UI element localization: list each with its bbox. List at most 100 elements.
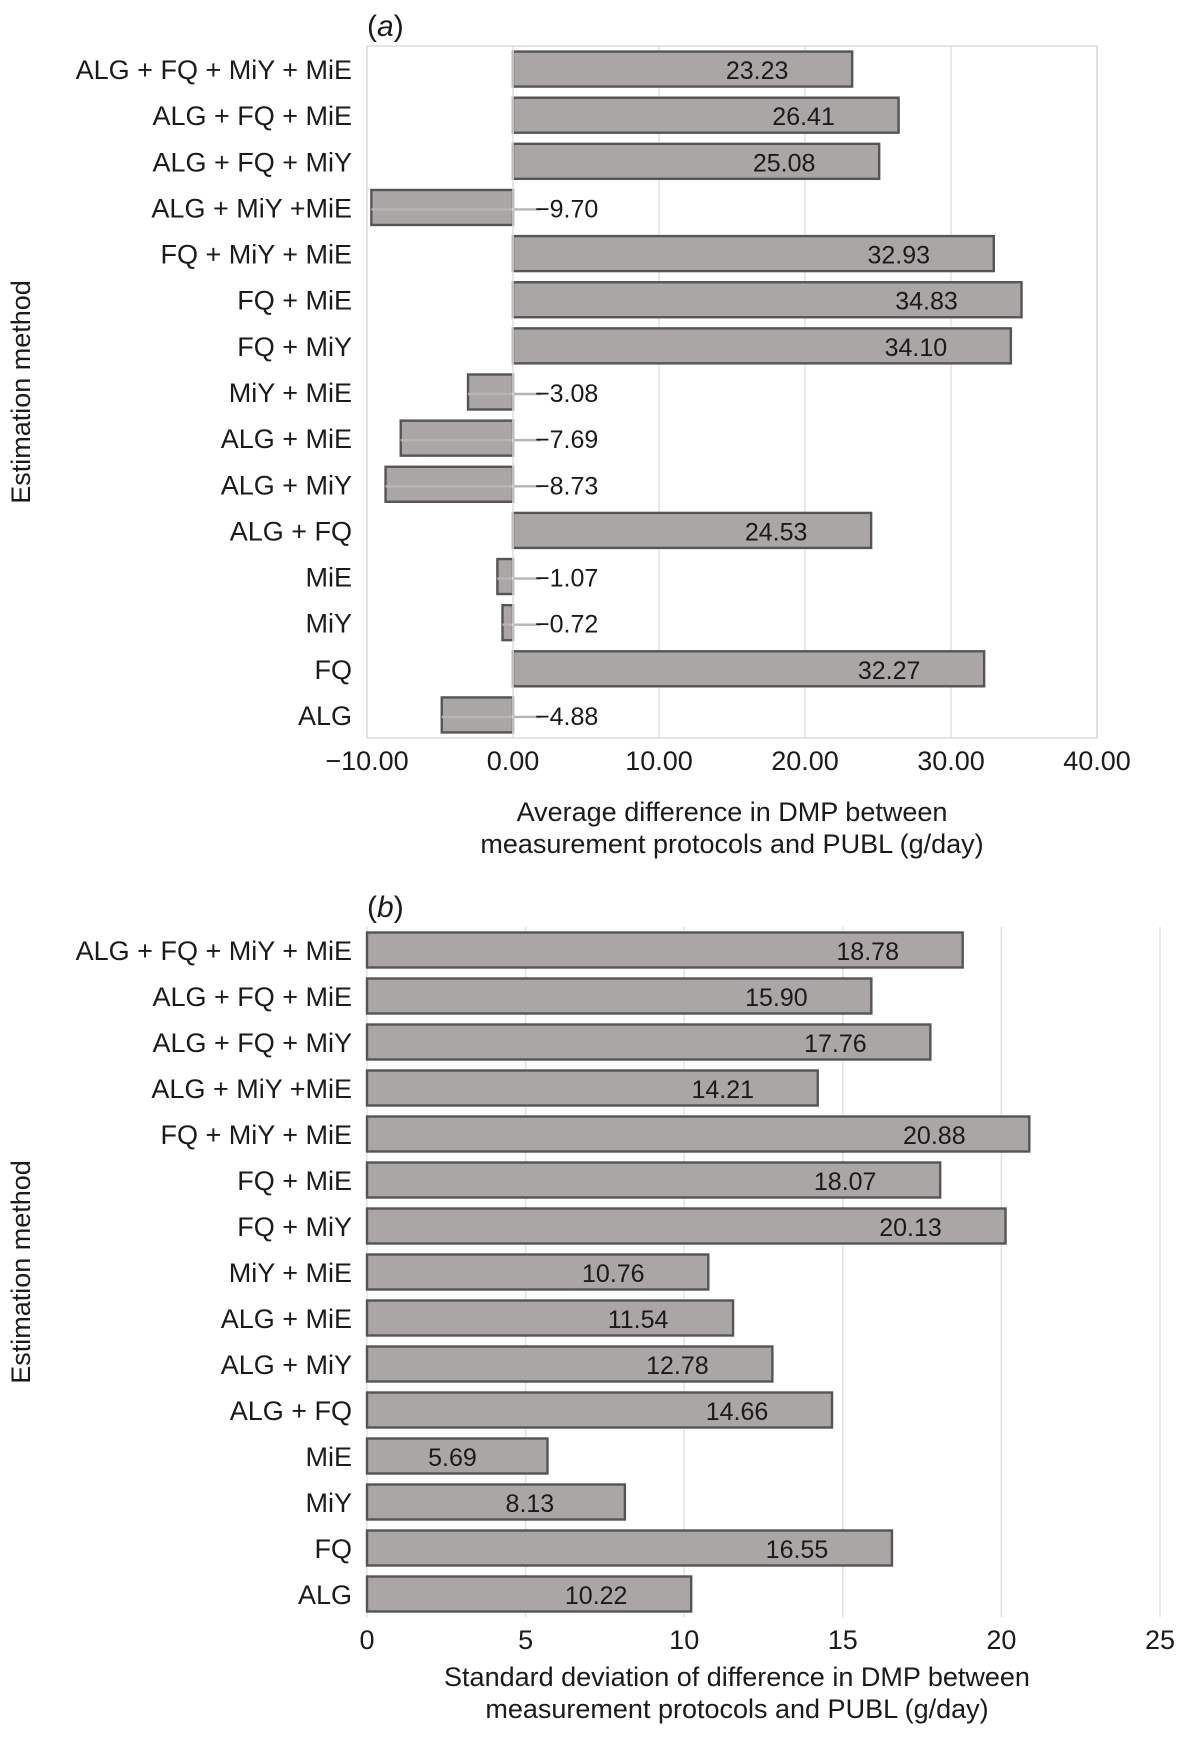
data-label: 16.55 [766,1536,829,1564]
bar [399,419,515,457]
category-label: MiE [306,563,353,593]
x-tick-label: 0 [359,1625,374,1655]
bar [466,373,515,411]
category-label: ALG + MiY [221,470,352,500]
category-label: MiY + MiE [229,1258,352,1288]
category-label: ALG + FQ + MiY [152,1028,352,1058]
category-label: FQ + MiY + MiE [160,1120,352,1150]
category-label: MiY [306,1488,353,1518]
data-label: 20.13 [879,1214,942,1242]
x-tick-label: 20 [986,1625,1016,1655]
data-label: −7.69 [535,426,598,454]
data-label: −9.70 [535,195,598,223]
x-tick-label: −10.00 [325,746,408,776]
bar [365,1253,710,1291]
x-tick-label: 40.00 [1063,746,1131,776]
category-label: FQ + MiY [237,1212,352,1242]
plot-frame [366,45,1098,739]
category-label: ALG + FQ + MiY + MiE [76,936,352,966]
category-label: ALG + MiY [221,1350,352,1380]
bar [440,696,515,734]
panel-title: (a) [367,10,404,43]
y-axis-title: Estimation method [6,280,36,504]
category-label: ALG + MiE [221,1304,352,1334]
bar [511,281,1023,319]
bar [511,96,900,134]
x-tick-label: 20.00 [771,746,839,776]
data-label: −4.88 [535,703,598,731]
bar [365,1161,942,1199]
category-label: ALG + FQ + MiE [152,982,352,1012]
bar [365,1023,932,1061]
bar [365,1483,627,1521]
bar [365,1437,549,1475]
category-label: MiY + MiE [229,378,352,408]
data-label: 34.83 [895,288,958,316]
bar [501,603,515,642]
data-label: 17.76 [804,1030,867,1058]
bar [365,1529,894,1567]
data-label: −3.08 [535,380,598,408]
data-label: −8.73 [535,472,598,500]
bar [365,931,964,969]
x-axis-title: measurement protocols and PUBL (g/day) [485,1694,988,1724]
data-label: 14.21 [691,1076,754,1104]
data-label: 8.13 [506,1490,555,1518]
y-axis-title: Estimation method [6,1160,36,1384]
category-label: ALG + FQ [230,516,352,546]
x-axis-title: Standard deviation of difference in DMP … [444,1662,1030,1692]
bar [365,1299,735,1337]
bar [511,142,881,181]
data-label: 10.22 [565,1582,628,1610]
bar [365,1575,693,1613]
x-tick-label: 10.00 [625,746,693,776]
data-label: −1.07 [535,565,598,593]
data-label: 5.69 [428,1444,477,1472]
bar [511,650,986,688]
bar [384,465,515,503]
bar [365,977,873,1015]
data-label: 32.27 [858,657,921,685]
x-tick-label: 0.00 [487,746,540,776]
x-tick-label: 25 [1145,1625,1175,1655]
category-label: ALG + MiY +MiE [151,1074,352,1104]
bar [365,1345,774,1383]
category-label: ALG [298,701,352,731]
bar [365,1069,819,1107]
category-label: MiE [306,1442,353,1472]
bar [365,1391,834,1429]
data-label: 12.78 [646,1352,709,1380]
x-tick-label: 5 [518,1625,533,1655]
category-label: FQ + MiY + MiE [160,240,352,270]
data-label: 15.90 [745,984,808,1012]
data-label: 34.10 [885,334,948,362]
category-label: ALG + MiE [221,424,352,454]
chart-panel-b: ALG + FQ + MiY + MiE 18.78 ALG + FQ + MiE 1… [6,891,1175,1724]
x-tick-label: 10 [669,1625,699,1655]
category-label: FQ + MiY [237,332,352,362]
category-label: ALG + FQ [230,1396,352,1426]
data-label: 18.78 [836,938,899,966]
bar [365,1115,1031,1153]
data-label: 23.23 [726,57,789,85]
category-label: FQ + MiE [237,286,352,316]
data-label: 25.08 [753,149,816,177]
data-label: 18.07 [814,1168,877,1196]
data-label: 24.53 [745,518,808,546]
bar [511,327,1013,365]
category-label: FQ + MiE [237,1166,352,1196]
x-tick-label: 15 [828,1625,858,1655]
category-label: ALG + FQ + MiY + MiE [76,55,352,85]
bar [511,234,995,273]
x-axis-title: Average difference in DMP between [517,797,948,827]
category-label: FQ [315,1534,353,1564]
category-label: MiY [306,609,353,639]
data-label: 26.41 [772,103,835,131]
bar [365,1207,1007,1245]
category-label: ALG [298,1580,352,1610]
data-label: 14.66 [706,1398,769,1426]
bar [511,511,873,550]
bar [370,188,515,227]
data-label: −0.72 [535,611,598,639]
